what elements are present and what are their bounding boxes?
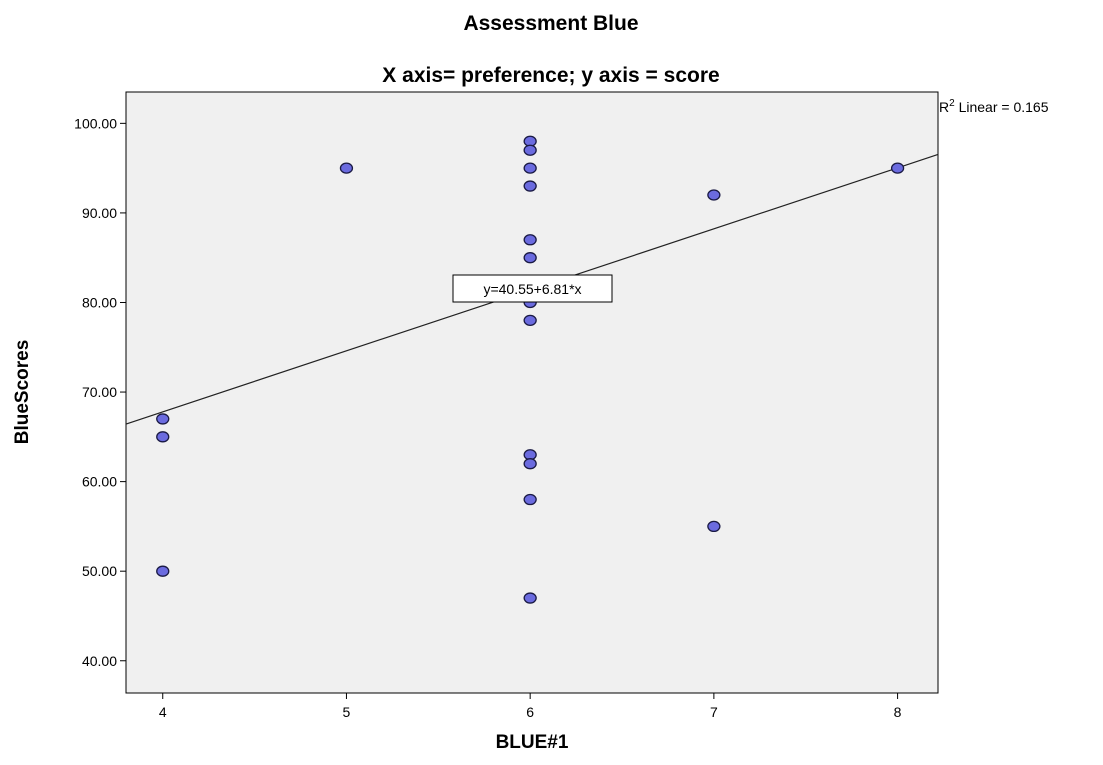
y-tick-label: 50.00 [82, 563, 117, 579]
equation-box: y=40.55+6.81*x [452, 274, 613, 303]
x-tick-label: 6 [526, 704, 534, 720]
data-point [339, 162, 354, 174]
y-axis-label: BlueScores [12, 340, 33, 445]
x-axis-ticks: 4 5 6 7 8 [159, 693, 902, 720]
y-tick-label: 70.00 [82, 384, 117, 400]
data-point [707, 520, 721, 533]
data-point [523, 144, 537, 156]
data-points [156, 135, 905, 604]
data-point [523, 493, 537, 506]
data-point [156, 413, 170, 425]
data-point [523, 180, 537, 192]
x-axis-label: BLUE#1 [496, 732, 569, 753]
data-point [156, 431, 170, 443]
chart-subtitle: X axis= preference; y axis = score [382, 64, 719, 87]
x-tick-label: 4 [159, 704, 167, 720]
data-point [523, 252, 537, 264]
y-tick-label: 60.00 [82, 474, 117, 490]
y-tick-label: 90.00 [82, 205, 117, 221]
x-tick-label: 7 [710, 704, 718, 720]
y-tick-label: 40.00 [82, 653, 117, 669]
x-tick-label: 8 [894, 704, 902, 720]
y-tick-label: 80.00 [82, 294, 117, 310]
data-point [707, 189, 721, 201]
chart-title: Assessment Blue [463, 12, 638, 35]
data-point [523, 592, 537, 604]
y-tick-label: 100.00 [74, 115, 117, 131]
y-axis-ticks: 40.00 50.00 60.00 70.00 80.00 90.00 100.00 [74, 115, 126, 669]
r-squared-label: R2 Linear = 0.165 [939, 98, 1049, 115]
equation-label: y=40.55+6.81*x [483, 281, 581, 297]
data-point [156, 565, 170, 577]
data-point [890, 162, 905, 174]
data-point [523, 458, 537, 470]
data-point [523, 314, 537, 327]
data-point [523, 162, 537, 174]
data-point [523, 234, 537, 246]
x-tick-label: 5 [343, 704, 351, 720]
